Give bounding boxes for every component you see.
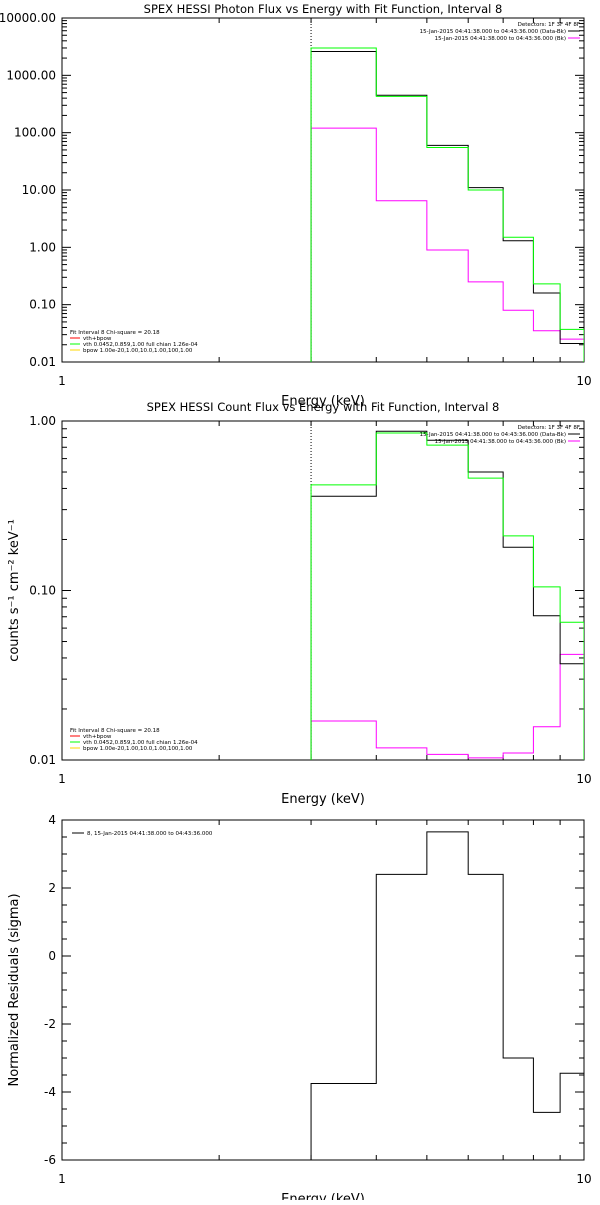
x-tick-label: 1 — [58, 374, 66, 388]
legend-bottom: Fit Interval 8 Chi-square = 20.18vth+bpo… — [70, 728, 198, 752]
x-axis-label: Energy (keV) — [281, 792, 365, 807]
y-tick-label: 0 — [48, 949, 56, 963]
legend-header: Fit Interval 8 Chi-square = 20.18 — [70, 728, 160, 734]
x-axis-label: Energy (keV) — [281, 1192, 365, 1200]
y-tick-label: -2 — [44, 1017, 56, 1031]
y-axis-label: Normalized Residuals (sigma) — [7, 893, 22, 1086]
y-tick-label: 0.01 — [29, 753, 56, 767]
fit_total-series — [310, 127, 584, 362]
y-tick-label: 1.00 — [29, 240, 56, 254]
x-axis-label: Energy (keV) — [281, 394, 365, 409]
count-chart: SPEX HESSI Count Flux vs Energy with Fit… — [7, 400, 592, 807]
x-tick-label: 1 — [58, 1172, 66, 1186]
y-tick-label: 1000.00 — [6, 68, 56, 82]
y-axis: 0.01 0.10 1.00 10.00 100.00 1000.00 10000.00 — [0, 11, 584, 369]
y-tick-label: 10.00 — [22, 183, 56, 197]
y-tick-label: 10000.00 — [0, 11, 56, 25]
chart-title: SPEX HESSI Count Flux vs Energy with Fit… — [147, 400, 500, 414]
legend-label: 15-Jan-2015 04:41:38.000 to 04:43:36.000… — [420, 432, 566, 438]
x-axis: 1 10 Energy (keV) — [58, 18, 592, 409]
chart-title: SPEX HESSI Photon Flux vs Energy with Fi… — [144, 2, 503, 16]
y-tick-label: 4 — [48, 813, 56, 827]
x-tick-label: 10 — [576, 772, 591, 786]
legend-header: Detectors: 1F 3F 4F 8F — [518, 425, 580, 431]
x-tick-label: 10 — [576, 374, 591, 388]
x-axis: 1 10 Energy (keV) — [58, 421, 592, 807]
y-axis: -6 -4 -2 0 2 4 Normalized Residuals (sigma) — [7, 813, 584, 1167]
vth-series — [310, 47, 584, 362]
y-tick-label: 1.00 — [29, 414, 56, 428]
data-series — [310, 831, 584, 1160]
y-tick-label: 2 — [48, 881, 56, 895]
series-group — [310, 831, 584, 1160]
legend-label: vth 0.0452,0.859,1.00 full chian 1.26e-0… — [83, 342, 198, 348]
legend-label: 15-Jan-2015 04:41:38.000 to 04:43:36.000… — [435, 439, 566, 445]
y-tick-label: 0.10 — [29, 584, 56, 598]
resid-chart: 1 10 Energy (keV) -6 -4 -2 0 2 4 Normalized Resid… — [7, 813, 592, 1205]
legend-label: bpow 1.00e-20,1.00,10.0,1.00,100,1.00 — [83, 746, 193, 752]
y-tick-label: -6 — [44, 1153, 56, 1167]
y-tick-label: 100.00 — [14, 126, 56, 140]
data-series — [310, 430, 584, 760]
legend-label: vth+bpow — [83, 734, 112, 740]
legend-label: vth+bpow — [83, 336, 112, 342]
photon-chart: SPEX HESSI Photon Flux vs Energy with Fi… — [0, 2, 592, 409]
x-tick-label: 10 — [576, 1172, 591, 1186]
y-axis: 0.01 0.10 1.00 counts s⁻¹ cm⁻² keV⁻¹ — [7, 414, 584, 767]
plot-frame — [61, 420, 585, 761]
legend-header: Fit Interval 8 Chi-square = 20.18 — [70, 330, 160, 336]
legend-label: vth 0.0452,0.859,1.00 full chian 1.26e-0… — [83, 740, 198, 746]
vth-series — [310, 432, 584, 760]
legend-label: 8, 15-Jan-2015 04:41:38.000 to 04:43:36.… — [87, 831, 213, 837]
legend-top: 8, 15-Jan-2015 04:41:38.000 to 04:43:36.… — [72, 831, 213, 837]
x-axis: 1 10 Energy (keV) — [58, 820, 592, 1205]
y-tick-label: -4 — [44, 1085, 56, 1099]
data-series — [310, 51, 584, 362]
fit_total-series — [310, 653, 584, 760]
legend-label: bpow 1.00e-20,1.00,10.0,1.00,100,1.00 — [83, 348, 193, 354]
plot-frame — [61, 819, 585, 1161]
legend-label: 15-Jan-2015 04:41:38.000 to 04:43:36.000… — [435, 36, 566, 42]
y-tick-label: 0.01 — [29, 355, 56, 369]
legend-header: Detectors: 1F 3F 4F 8F — [518, 22, 580, 28]
series-group — [310, 47, 584, 362]
legend-label: 15-Jan-2015 04:41:38.000 to 04:43:36.000… — [420, 29, 566, 35]
legend-bottom: Fit Interval 8 Chi-square = 20.18vth+bpo… — [70, 330, 198, 354]
y-axis-label: counts s⁻¹ cm⁻² keV⁻¹ — [7, 519, 22, 662]
y-tick-label: 0.10 — [29, 298, 56, 312]
series-group — [310, 430, 584, 760]
x-tick-label: 1 — [58, 772, 66, 786]
